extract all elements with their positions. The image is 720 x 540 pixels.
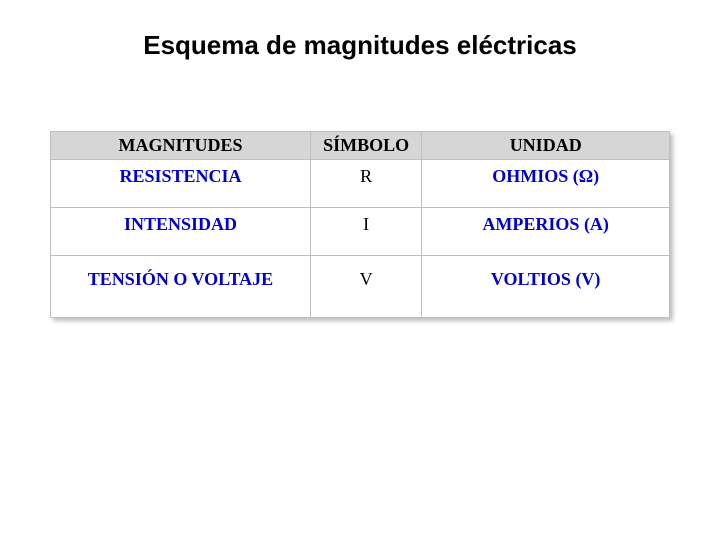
magnitude-symbol: I — [310, 208, 421, 256]
magnitude-symbol: V — [310, 256, 421, 318]
table-row: RESISTENCIA R OHMIOS (Ω) — [51, 160, 670, 208]
table-header-row: MAGNITUDES SÍMBOLO UNIDAD — [51, 132, 670, 160]
magnitude-unit: OHMIOS (Ω) — [422, 160, 670, 208]
magnitude-symbol: R — [310, 160, 421, 208]
table-row: INTENSIDAD I AMPERIOS (A) — [51, 208, 670, 256]
magnitudes-table-wrap: MAGNITUDES SÍMBOLO UNIDAD RESISTENCIA R … — [50, 131, 670, 318]
page-title: Esquema de magnitudes eléctricas — [50, 30, 670, 61]
col-header-magnitudes: MAGNITUDES — [51, 132, 311, 160]
col-header-unidad: UNIDAD — [422, 132, 670, 160]
magnitude-unit: AMPERIOS (A) — [422, 208, 670, 256]
magnitudes-table: MAGNITUDES SÍMBOLO UNIDAD RESISTENCIA R … — [50, 131, 670, 318]
magnitude-name: TENSIÓN O VOLTAJE — [51, 256, 311, 318]
magnitude-name: RESISTENCIA — [51, 160, 311, 208]
table-row: TENSIÓN O VOLTAJE V VOLTIOS (V) — [51, 256, 670, 318]
magnitude-unit: VOLTIOS (V) — [422, 256, 670, 318]
col-header-simbolo: SÍMBOLO — [310, 132, 421, 160]
magnitude-name: INTENSIDAD — [51, 208, 311, 256]
